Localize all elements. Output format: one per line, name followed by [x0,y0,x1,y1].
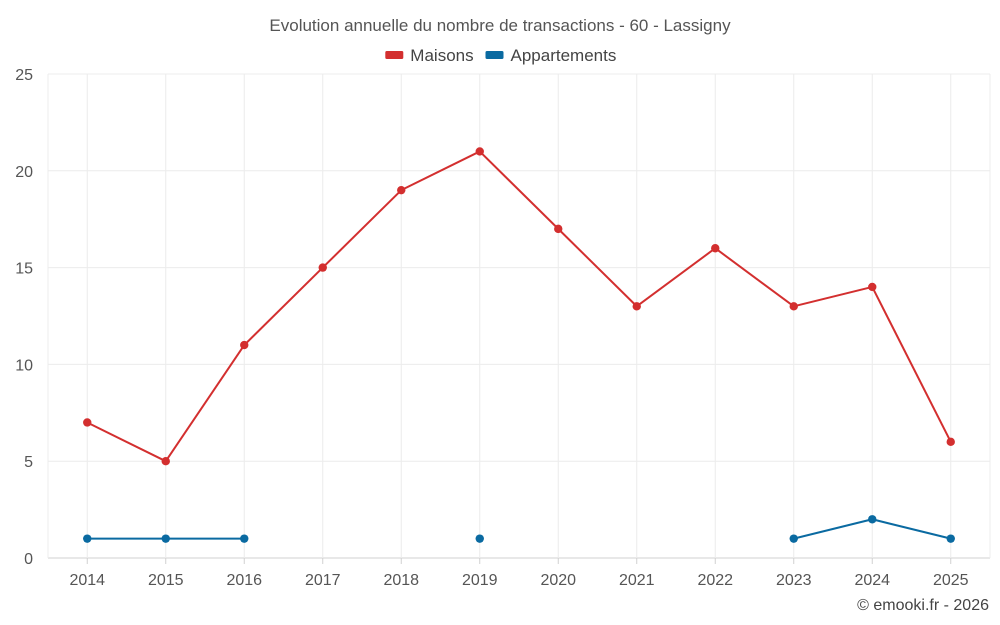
data-point-maisons[interactable] [554,224,563,234]
x-tick-label: 2024 [854,572,890,589]
y-axis: 0 5 10 15 20 25 [15,67,33,568]
series-line-maisons [322,189,402,269]
y-tick-label: 20 [15,164,33,181]
y-tick-label: 10 [15,357,33,374]
series-line-maisons [243,266,324,346]
credit-text: © emooki.fr - 2026 [857,597,989,614]
legend-label-appartements[interactable]: Appartements [511,46,617,65]
data-point-maisons[interactable] [711,244,720,253]
legend-label-maisons[interactable]: Maisons [410,46,473,65]
series-line-maisons [793,285,873,308]
x-axis: 2014 2015 2016 2017 2018 2019 2020 2021 2022 2023… [69,558,969,589]
legend: Maisons Appartements [385,46,616,65]
x-tick-label: 2015 [148,572,184,589]
x-tick-label: 2021 [619,572,655,589]
data-point-maisons[interactable] [475,147,484,156]
series-layer [83,147,955,543]
x-tick-label: 2016 [226,572,262,589]
series-line-maisons [714,247,795,308]
x-tick-label: 2020 [540,572,576,589]
y-tick-label: 15 [15,261,33,278]
x-tick-label: 2018 [383,572,419,589]
chart-title: Evolution annuelle du nombre de transact… [269,16,731,35]
data-point-appartements[interactable] [161,534,170,543]
x-tick-label: 2014 [69,572,105,589]
data-point-maisons[interactable] [318,263,327,272]
series-line-maisons [871,286,952,443]
y-tick-label: 0 [24,551,33,568]
data-point-appartements[interactable] [868,515,877,524]
data-point-appartements[interactable] [946,534,955,543]
data-point-appartements[interactable] [475,534,484,543]
legend-swatch-maisons [385,51,404,59]
data-point-appartements[interactable] [240,534,249,543]
data-point-appartements[interactable] [789,534,798,543]
series-line-maisons [86,421,167,463]
series-line-appartements [793,518,873,540]
data-point-maisons[interactable] [946,437,955,447]
grid-lines [47,73,991,559]
data-point-maisons[interactable] [868,282,877,292]
x-tick-label: 2022 [697,572,733,589]
data-point-maisons[interactable] [83,418,92,427]
data-point-maisons[interactable] [240,340,249,350]
data-point-maisons[interactable] [397,185,406,195]
data-point-maisons[interactable] [789,302,798,311]
data-point-maisons[interactable] [632,302,641,311]
x-tick-label: 2025 [933,572,969,589]
data-point-maisons[interactable] [161,457,170,466]
x-tick-label: 2023 [776,572,812,589]
series-line-maisons [164,344,246,462]
series-line-maisons [479,150,559,230]
x-tick-label: 2019 [462,572,498,589]
series-line-maisons [557,228,638,308]
series-line-maisons [400,150,481,192]
y-tick-label: 5 [24,454,33,471]
series-line-appartements [872,518,951,540]
legend-swatch-appartements [485,51,504,59]
y-tick-label: 25 [15,67,33,84]
data-point-appartements[interactable] [83,534,92,543]
series-line-maisons [636,247,716,308]
x-tick-label: 2017 [305,572,341,589]
